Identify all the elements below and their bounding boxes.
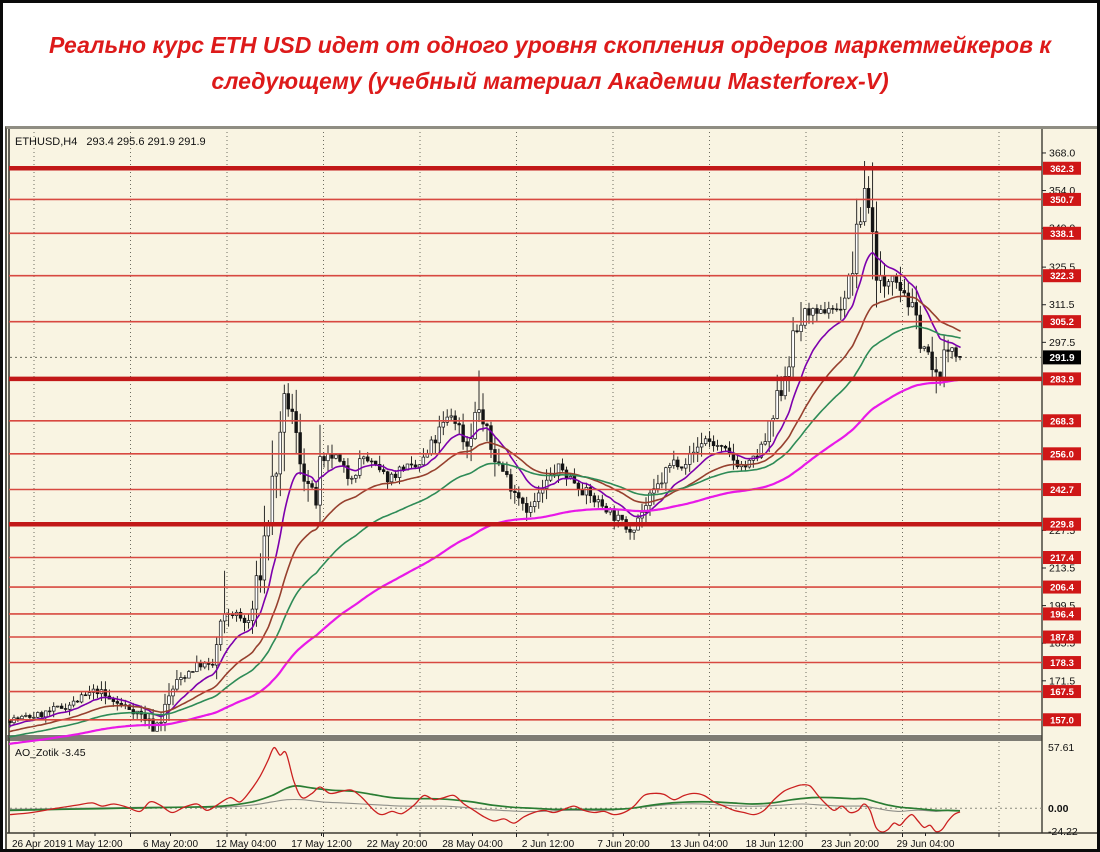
title-line-2: следующему (учебный материал Академии Ma… [211,68,889,94]
symbol-timeframe: ETHUSD,H4 [15,136,77,148]
svg-text:1 May 12:00: 1 May 12:00 [67,839,122,850]
svg-text:283.9: 283.9 [1050,374,1074,385]
svg-text:256.0: 256.0 [1050,449,1074,460]
indicator-scale-min: -24.22 [1048,826,1078,838]
svg-text:157.0: 157.0 [1050,715,1074,726]
svg-text:178.3: 178.3 [1050,658,1074,669]
symbol-info: ETHUSD,H4 293.4 295.6 291.9 291.9 [15,136,206,148]
svg-text:18 Jun 12:00: 18 Jun 12:00 [746,839,804,850]
svg-text:13 Jun 04:00: 13 Jun 04:00 [670,839,728,850]
svg-text:338.1: 338.1 [1050,229,1074,240]
chart-canvas[interactable]: 368.0354.0340.0325.5311.5297.5227.5213.5… [7,129,1097,852]
svg-text:217.4: 217.4 [1050,553,1074,564]
svg-text:23 Jun 20:00: 23 Jun 20:00 [821,839,879,850]
svg-text:229.8: 229.8 [1050,520,1074,531]
svg-text:213.5: 213.5 [1049,562,1075,574]
title-line-1: Реально курс ETH USD идет от одного уров… [48,32,1052,58]
time-axis: 26 Apr 2019 1 May 12:00 6 May 20:00 12 May … [7,832,1097,850]
svg-text:171.5: 171.5 [1049,675,1075,687]
svg-text:167.5: 167.5 [1050,687,1074,698]
svg-text:196.4: 196.4 [1050,609,1074,620]
svg-text:268.3: 268.3 [1050,416,1074,427]
svg-text:206.4: 206.4 [1050,583,1074,594]
svg-text:291.9: 291.9 [1049,353,1074,364]
indicator-scale-zero: 0.00 [1048,803,1069,815]
svg-text:242.7: 242.7 [1050,485,1074,496]
svg-text:350.7: 350.7 [1050,195,1074,206]
svg-text:187.8: 187.8 [1050,633,1074,644]
svg-text:305.2: 305.2 [1050,317,1074,328]
chart-title: Реально курс ETH USD идет от одного уров… [43,27,1057,99]
svg-text:2 Jun 12:00: 2 Jun 12:00 [522,839,575,850]
svg-text:29 Jun 04:00: 29 Jun 04:00 [897,839,955,850]
support-resistance-levels [9,166,1042,721]
svg-text:26 Apr 2019: 26 Apr 2019 [12,839,66,850]
plot-background [7,129,1097,849]
indicator-panel [9,746,961,833]
svg-text:297.5: 297.5 [1049,337,1075,349]
svg-text:22 May 20:00: 22 May 20:00 [367,839,428,850]
svg-text:7 Jun 20:00: 7 Jun 20:00 [597,839,650,850]
svg-text:6 May 20:00: 6 May 20:00 [143,839,198,850]
price-scale: 368.0354.0340.0325.5311.5297.5227.5213.5… [1042,147,1081,727]
svg-text:362.3: 362.3 [1050,164,1074,175]
indicator-label: AO_Zotik -3.45 [15,747,86,759]
ohlc-quote: 293.4 295.6 291.9 291.9 [86,136,205,148]
svg-text:368.0: 368.0 [1049,147,1075,159]
svg-text:17 May 12:00: 17 May 12:00 [291,839,352,850]
svg-text:12 May 04:00: 12 May 04:00 [216,839,277,850]
svg-text:28 May 04:00: 28 May 04:00 [442,839,503,850]
svg-text:322.3: 322.3 [1050,271,1074,282]
chart-window[interactable]: 368.0354.0340.0325.5311.5297.5227.5213.5… [5,126,1097,852]
gridlines [10,132,1042,832]
indicator-scale-max: 57.61 [1048,742,1074,754]
svg-text:311.5: 311.5 [1049,299,1075,311]
